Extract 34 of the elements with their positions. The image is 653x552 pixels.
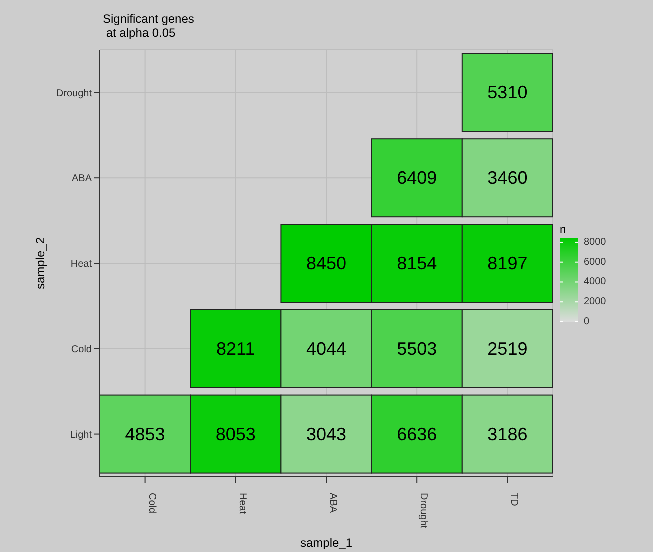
data-label: 6409: [397, 168, 438, 188]
x-tick-label: TD: [508, 493, 520, 506]
data-label: 5503: [397, 338, 438, 359]
y-tick-label: Heat: [70, 259, 92, 270]
chart-title: Significant genes at alpha 0.05: [103, 12, 194, 40]
y-tick-label: Light: [70, 430, 92, 441]
data-label: 4853: [125, 424, 166, 444]
data-label: 3186: [488, 424, 528, 444]
y-tick-label: ABA: [72, 174, 92, 185]
data-label: 5310: [488, 82, 528, 103]
data-label: 8197: [488, 254, 528, 274]
data-label: 8450: [306, 254, 347, 274]
data-label: 3460: [488, 168, 528, 188]
data-label: 8211: [216, 338, 256, 359]
data-label: 2519: [488, 338, 528, 359]
x-tick-label: Cold: [146, 493, 158, 514]
data-label: 8154: [397, 254, 438, 274]
x-tick-label: Drought: [418, 493, 430, 529]
data-label: 6636: [397, 424, 438, 444]
color-bar-label: 6000: [584, 256, 607, 268]
data-label: 8053: [216, 424, 256, 444]
color-bar-label: 8000: [584, 236, 607, 248]
y-tick-label: Drought: [56, 88, 92, 100]
x-tick-label: Heat: [236, 493, 248, 514]
data-label: 4044: [306, 338, 347, 359]
y-axis-title: sample_2: [33, 237, 48, 290]
legend-title: n: [560, 224, 566, 236]
x-tick-label: ABA: [328, 493, 338, 514]
x-axis-title: sample_1: [300, 536, 353, 550]
color-bar-label: 4000: [584, 276, 607, 288]
data-label: 3043: [306, 424, 347, 444]
color-bar-label: 2000: [584, 296, 607, 308]
color-bar-label: 0: [584, 316, 590, 328]
y-tick-label: Cold: [71, 344, 92, 356]
